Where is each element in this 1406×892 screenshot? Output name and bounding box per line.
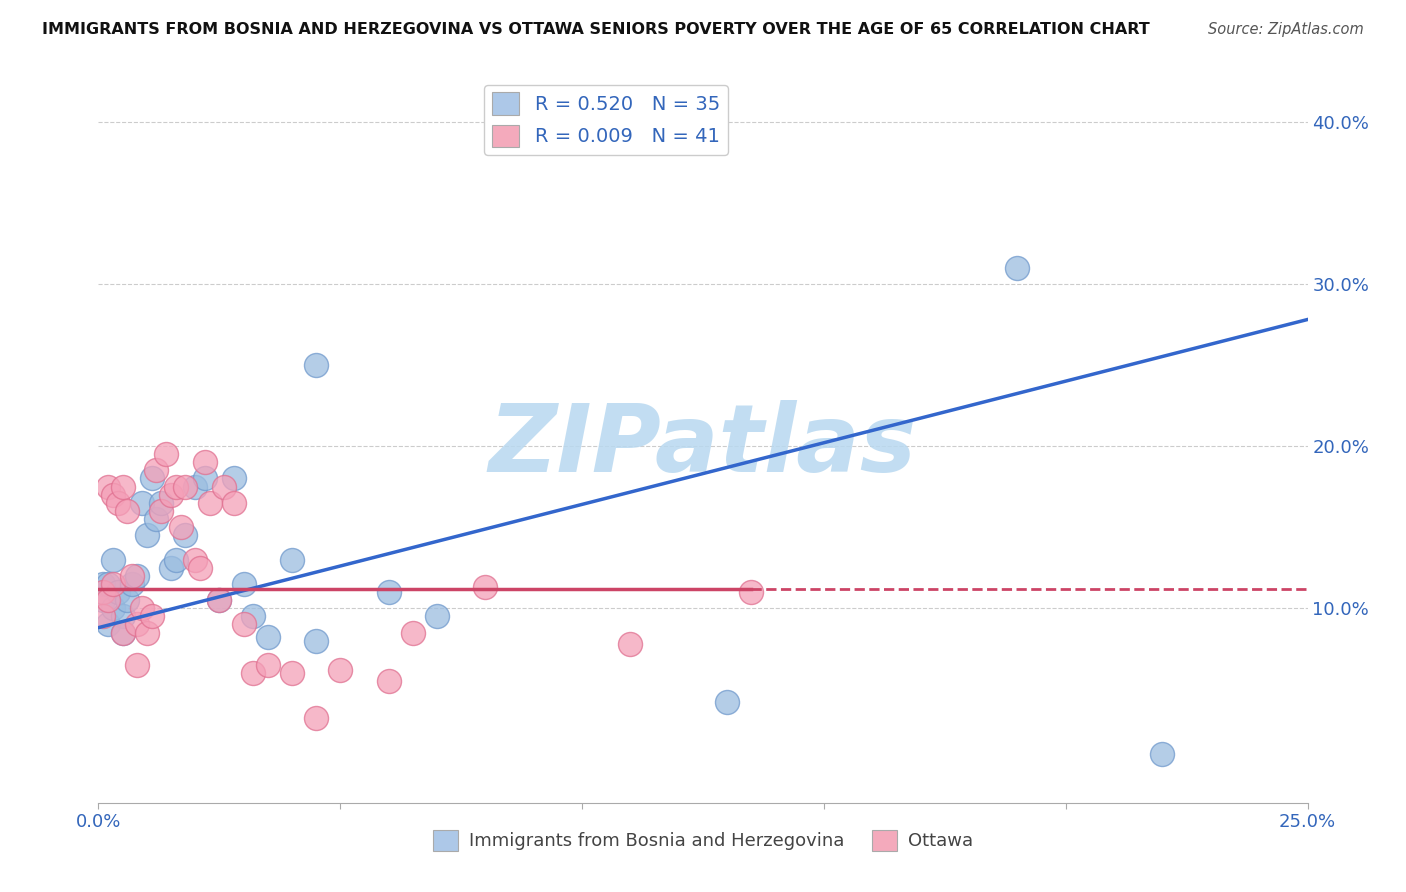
Point	[141, 471, 163, 485]
Point	[97, 577, 120, 591]
Point	[150, 504, 173, 518]
Point	[198, 496, 221, 510]
Point	[194, 455, 217, 469]
Point	[1007, 260, 1029, 275]
Point	[194, 471, 217, 485]
Point	[174, 528, 197, 542]
Point	[242, 666, 264, 681]
Text: IMMIGRANTS FROM BOSNIA AND HERZEGOVINA VS OTTAWA SENIORS POVERTY OVER THE AGE OF: IMMIGRANTS FROM BOSNIA AND HERZEGOVINA V…	[42, 22, 1150, 37]
Text: ZIPatlas: ZIPatlas	[489, 400, 917, 492]
Point	[474, 580, 496, 594]
Point	[111, 479, 134, 493]
Point	[208, 593, 231, 607]
Point	[619, 637, 641, 651]
Point	[281, 552, 304, 566]
Point	[242, 609, 264, 624]
Point	[101, 601, 124, 615]
Point	[111, 625, 134, 640]
Point	[91, 585, 114, 599]
Point	[97, 593, 120, 607]
Point	[101, 552, 124, 566]
Point	[141, 609, 163, 624]
Point	[145, 463, 167, 477]
Point	[716, 695, 738, 709]
Point	[1152, 747, 1174, 761]
Point	[256, 657, 278, 672]
Point	[232, 617, 254, 632]
Point	[165, 552, 187, 566]
Point	[305, 358, 328, 372]
Point	[184, 479, 207, 493]
Point	[131, 496, 153, 510]
Point	[169, 520, 191, 534]
Point	[174, 479, 197, 493]
Point	[329, 663, 352, 677]
Point	[127, 657, 149, 672]
Point	[91, 593, 114, 607]
Point	[135, 625, 157, 640]
Point	[402, 625, 425, 640]
Point	[135, 528, 157, 542]
Point	[222, 471, 245, 485]
Point	[305, 633, 328, 648]
Point	[377, 674, 399, 689]
Point	[127, 617, 149, 632]
Point	[121, 568, 143, 582]
Point	[188, 560, 211, 574]
Point	[121, 577, 143, 591]
Legend: Immigrants from Bosnia and Herzegovina, Ottawa: Immigrants from Bosnia and Herzegovina, …	[426, 822, 980, 858]
Point	[97, 617, 120, 632]
Point	[131, 601, 153, 615]
Point	[150, 496, 173, 510]
Point	[160, 488, 183, 502]
Point	[117, 593, 139, 607]
Point	[101, 577, 124, 591]
Point	[212, 479, 235, 493]
Point	[117, 504, 139, 518]
Point	[377, 585, 399, 599]
Point	[222, 496, 245, 510]
Point	[165, 479, 187, 493]
Point	[127, 568, 149, 582]
Point	[91, 577, 114, 591]
Point	[281, 666, 304, 681]
Point	[101, 488, 124, 502]
Point	[107, 496, 129, 510]
Text: Source: ZipAtlas.com: Source: ZipAtlas.com	[1208, 22, 1364, 37]
Point	[91, 609, 114, 624]
Point	[232, 577, 254, 591]
Point	[740, 585, 762, 599]
Point	[155, 447, 177, 461]
Point	[111, 609, 134, 624]
Point	[256, 631, 278, 645]
Point	[426, 609, 449, 624]
Point	[160, 560, 183, 574]
Point	[305, 711, 328, 725]
Point	[97, 479, 120, 493]
Point	[111, 625, 134, 640]
Point	[145, 512, 167, 526]
Point	[208, 593, 231, 607]
Point	[107, 585, 129, 599]
Point	[184, 552, 207, 566]
